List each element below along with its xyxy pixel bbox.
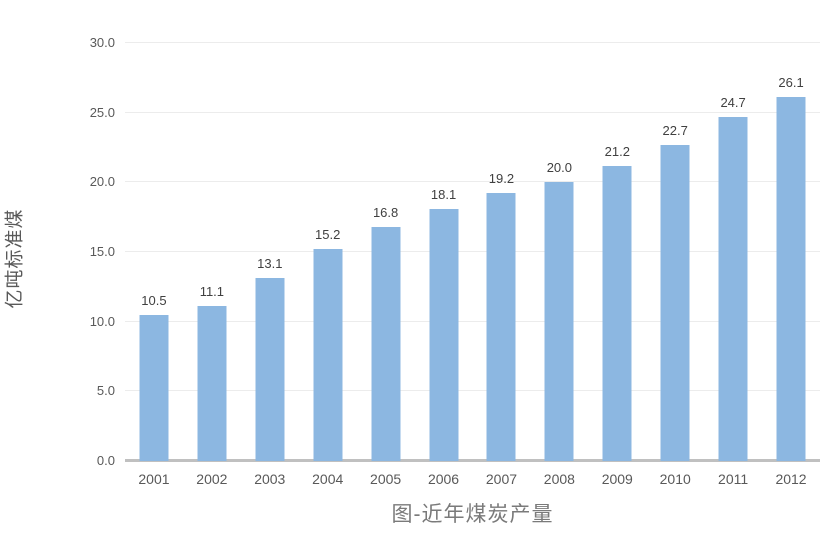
- gridline: [125, 251, 820, 252]
- x-tick-label: 2005: [370, 471, 402, 487]
- bar-value-label: 26.1: [778, 75, 804, 91]
- x-tick-label: 2001: [138, 471, 170, 487]
- bar-value-label: 24.7: [720, 94, 746, 110]
- bar-value-label: 15.2: [315, 227, 341, 243]
- x-tick-label: 2012: [775, 471, 807, 487]
- x-axis-line: [125, 459, 820, 462]
- chart-title: 图-近年煤炭产量: [391, 503, 554, 526]
- plot-area: 10.5 11.1 13.1 15.2 16.8 18.1 19.2 20.0 21.2 22.7…: [125, 42, 820, 462]
- bar-value-label: 21.2: [604, 143, 630, 159]
- bar-value-label: 10.5: [141, 292, 167, 308]
- bar-slot: 26.1: [762, 43, 820, 461]
- x-tick-label: 2011: [718, 471, 749, 487]
- gridline: [125, 181, 820, 183]
- gridline: [125, 111, 820, 113]
- bar-slot: 21.2: [588, 43, 646, 461]
- y-tick-label: 25.0: [89, 104, 115, 120]
- bar-value-label: 18.1: [430, 186, 457, 202]
- bar-2003: [255, 278, 285, 461]
- x-tick-label: 2003: [254, 471, 286, 487]
- x-tick-label: 2008: [543, 471, 575, 487]
- bar-2012: [776, 97, 806, 461]
- bar-slot: 20.0: [530, 43, 588, 461]
- bar-value-label: 20.0: [546, 160, 573, 176]
- bar-2010: [660, 144, 690, 461]
- bar-value-label: 22.7: [662, 122, 688, 138]
- x-tick-label: 2002: [196, 471, 228, 487]
- bar-2004: [313, 249, 343, 461]
- bar-2009: [602, 165, 632, 461]
- bar-slot: 19.2: [473, 43, 531, 461]
- x-tick-label: 2007: [485, 471, 518, 487]
- bar-value-label: 19.2: [488, 171, 515, 187]
- bar-slot: 18.1: [415, 43, 473, 461]
- y-axis-title: 亿吨标准煤: [4, 208, 26, 309]
- x-tick-label: 2009: [601, 471, 633, 487]
- gridline: [125, 390, 820, 392]
- bar-2006: [429, 208, 459, 461]
- y-tick-label: 5.0: [96, 383, 115, 399]
- bar-2008: [544, 182, 574, 461]
- x-tick-label: 2010: [659, 471, 691, 487]
- gridline: [125, 42, 820, 43]
- bar-2002: [197, 306, 227, 461]
- bar-slot: 11.1: [183, 43, 241, 461]
- y-tick-label: 10.0: [89, 313, 115, 329]
- y-tick-label: 0.0: [96, 453, 115, 468]
- bar-value-label: 13.1: [257, 256, 283, 272]
- y-tick-label: 15.0: [89, 244, 115, 259]
- bar-slot: 10.5: [125, 43, 183, 461]
- bar-2001: [139, 314, 169, 461]
- y-tick-label: 20.0: [89, 174, 115, 190]
- bar-value-label: 16.8: [372, 204, 399, 220]
- bar-2005: [371, 226, 401, 461]
- bar-slot: 15.2: [299, 43, 357, 461]
- bar-slot: 16.8: [357, 43, 415, 461]
- bar-2011: [718, 116, 748, 461]
- bar-slot: 22.7: [646, 43, 704, 461]
- bar-slot: 24.7: [704, 43, 762, 461]
- x-tick-label: 2006: [427, 471, 460, 487]
- bar-slot: 13.1: [241, 43, 299, 461]
- gridline: [125, 320, 820, 322]
- bar-2007: [486, 193, 516, 461]
- bar-value-label: 11.1: [199, 284, 225, 300]
- y-tick-label: 30.0: [89, 35, 115, 50]
- x-tick-label: 2004: [312, 471, 344, 487]
